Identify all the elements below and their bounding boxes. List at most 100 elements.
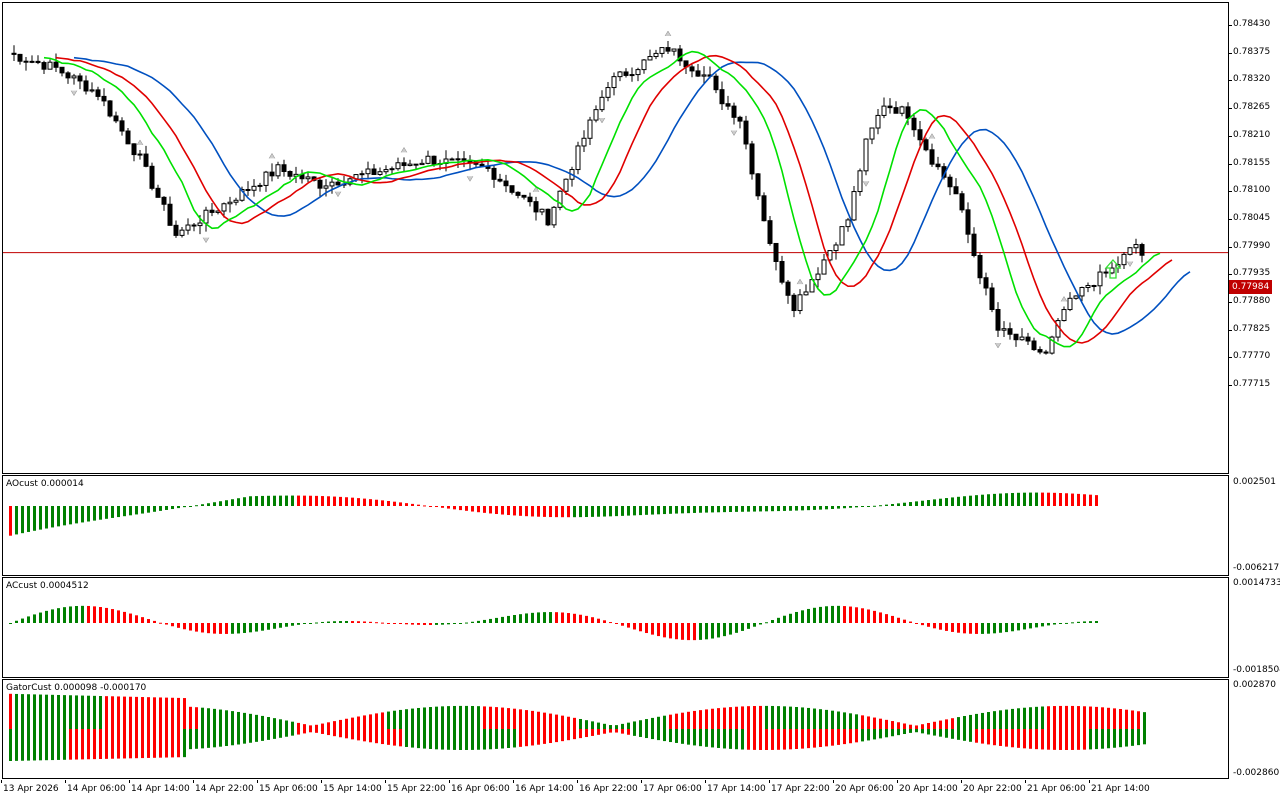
ao-bar [909,502,912,506]
ao-bar [1023,492,1026,506]
gator-upper-bar [1017,708,1020,729]
fractal-marker [400,146,408,153]
ao-bar [1089,494,1092,506]
ao-bar [1053,492,1056,506]
gator-lower-bar [1071,729,1074,750]
candle [947,174,953,196]
price-tick [1228,52,1232,54]
ao-bar [891,503,894,506]
ac-bar [909,621,912,623]
ao-bar [627,506,630,516]
candle [647,49,653,61]
ao-bar [453,506,456,510]
ao-bar [531,506,534,517]
fractal-marker [730,130,738,136]
ao-indicator-pane[interactable]: AOcust 0.000014 [2,475,1229,576]
gator-upper-bar [981,712,984,729]
candle [605,81,611,102]
gator-lower-bar [237,729,240,745]
gator-lower-bar [585,729,588,738]
candle [365,161,371,180]
candle [299,169,305,184]
gator-lower-bar [435,729,438,750]
gator-lower-bar [261,729,264,741]
ac-bar [675,623,678,640]
ac-bar [177,623,180,628]
candle [317,176,323,197]
gator-indicator-pane[interactable]: GatorCust 0.000098 -0.000170 [2,679,1229,779]
ac-bar [855,607,858,623]
ao-histogram [9,492,1098,536]
gator-upper-bar [801,707,804,729]
ac-bar [111,609,114,623]
gator-upper-bar [321,723,324,729]
gator-lower-bar [381,729,384,745]
gator-lower-bar [1143,729,1146,745]
candle [70,73,78,97]
gator-lower-bar [417,729,420,749]
ao-title: AOcust 0.000014 [6,479,84,489]
gator-upper-bar [735,706,738,729]
gator-lower-bar [291,729,294,736]
gator-upper-bar [507,708,510,729]
ao-bar [201,504,204,506]
gator-upper-bar [1065,705,1068,729]
gator-lower-bar [513,729,516,748]
ac-bar [807,608,810,623]
gator-upper-bar [105,696,108,729]
gator-upper-bar [771,705,774,729]
candle [833,242,839,260]
gator-lower-bar [855,729,858,743]
gator-upper-bar [1059,705,1062,729]
ao-bar [339,496,342,506]
candle [581,130,587,153]
price-tick [1228,218,1232,220]
ao-bar [993,493,996,506]
time-tick [1089,780,1090,783]
ao-bar [429,506,432,507]
candle [845,217,851,232]
ac-bar [951,623,954,632]
gator-upper-bar [909,724,912,729]
gator-upper-bar [207,708,210,729]
gator-upper-bar [243,712,246,729]
ao-bar [981,494,984,506]
candle [239,186,245,202]
gator-lower-bar [903,729,906,735]
ac-bar [777,617,780,623]
ao-bar [855,506,858,508]
ao-bar [525,506,528,517]
time-tick [769,780,770,783]
ao-bar [927,500,930,506]
ao-bar [63,506,66,526]
gator-upper-bar [159,697,162,729]
ac-bar [993,623,996,634]
ac-bar [537,612,540,623]
gator-lower-bar [447,729,450,750]
candle [1031,337,1037,351]
gator-upper-bar [489,706,492,729]
gator-lower-bar [423,729,426,749]
ac-bar [507,615,510,623]
ao-bar [867,506,870,507]
candle [701,66,707,84]
gator-lower-bar [621,729,624,734]
ao-bar [669,506,672,514]
ac-indicator-pane[interactable]: ACcust 0.0004512 [2,577,1229,678]
gator-upper-bar [819,709,822,729]
fractal-marker [1060,295,1068,302]
ao-bar [111,506,114,518]
gator-upper-bar [267,717,270,729]
gator-upper-bar [645,719,648,729]
candle [83,75,89,95]
gator-upper-bar [183,698,186,729]
gator-upper-bar [999,710,1002,729]
price-chart-pane[interactable] [2,2,1229,474]
gator-upper-bar [261,715,264,729]
gator-lower-bar [177,729,180,758]
gator-upper-bar [849,713,852,729]
ac-bar [1035,623,1038,628]
ac-bar [207,623,210,634]
candle [305,171,311,183]
ao-bar [489,506,492,514]
